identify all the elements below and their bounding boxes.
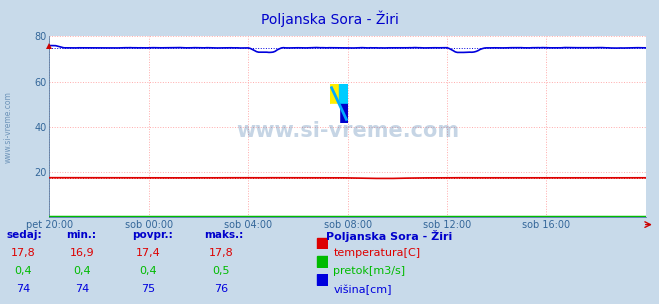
- Text: 0,4: 0,4: [140, 266, 157, 276]
- Text: maks.:: maks.:: [204, 230, 244, 240]
- Text: 17,8: 17,8: [208, 248, 233, 258]
- Text: 17,8: 17,8: [11, 248, 36, 258]
- Text: povpr.:: povpr.:: [132, 230, 173, 240]
- Bar: [339, 104, 348, 123]
- Text: 74: 74: [16, 284, 30, 294]
- Text: 76: 76: [214, 284, 228, 294]
- Text: Poljanska Sora - Žiri: Poljanska Sora - Žiri: [260, 11, 399, 27]
- Text: temperatura[C]: temperatura[C]: [333, 248, 420, 258]
- Text: 17,4: 17,4: [136, 248, 161, 258]
- Bar: [339, 84, 348, 104]
- Text: 16,9: 16,9: [70, 248, 95, 258]
- Bar: [330, 104, 339, 123]
- Text: www.si-vreme.com: www.si-vreme.com: [3, 91, 13, 163]
- Text: min.:: min.:: [66, 230, 96, 240]
- Text: 74: 74: [75, 284, 90, 294]
- Text: www.si-vreme.com: www.si-vreme.com: [236, 121, 459, 140]
- Text: Poljanska Sora - Žiri: Poljanska Sora - Žiri: [326, 230, 453, 241]
- Text: 75: 75: [141, 284, 156, 294]
- Text: 0,4: 0,4: [74, 266, 91, 276]
- Text: 0,4: 0,4: [14, 266, 32, 276]
- Text: sedaj:: sedaj:: [7, 230, 42, 240]
- Text: pretok[m3/s]: pretok[m3/s]: [333, 266, 405, 276]
- Text: 0,5: 0,5: [212, 266, 229, 276]
- Text: višina[cm]: višina[cm]: [333, 284, 392, 295]
- Bar: [330, 84, 339, 104]
